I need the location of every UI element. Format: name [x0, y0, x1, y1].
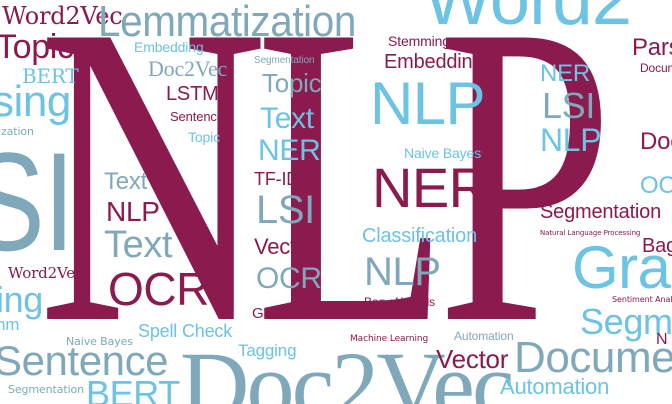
word-ner-2: NER — [540, 60, 590, 87]
word-document-large: Document — [514, 333, 672, 382]
word-sing-left: sing — [0, 77, 71, 126]
word-ner-large: NER — [372, 156, 489, 219]
word-grammar-1: Grammar — [252, 305, 315, 322]
word-naive-bayes-2: Naive Bayes — [404, 145, 482, 161]
word-word2vec-left: Word2Vec — [8, 264, 84, 282]
word-stemming: Stemming — [388, 33, 450, 49]
word-automation-2: Automation — [500, 374, 610, 399]
word-topic-2: Topic — [188, 129, 220, 145]
word-ization-left: ization — [0, 125, 34, 138]
word-tagging: Tagging — [238, 341, 297, 360]
word-bag-of-words: Bag of Words — [364, 295, 436, 309]
word-topic-3: Topic — [262, 68, 322, 98]
word-bert-bottom: BERT — [86, 373, 180, 404]
word-sentence-2: Sentence — [170, 109, 224, 124]
word-gra: Gra — [572, 234, 671, 301]
word-nlp-3: NLP — [364, 250, 441, 294]
word-classification: Classification — [362, 225, 478, 247]
word-bert-left: BERT — [22, 64, 79, 88]
word-nlp-large: NLP — [38, 0, 614, 404]
word-si-left: SI — [0, 123, 75, 280]
word-text-1: Text — [104, 168, 148, 195]
word-nlp-blue: NLP — [370, 70, 486, 137]
word-pars: Pars — [632, 34, 672, 61]
word-automation-1: Automation — [454, 329, 514, 343]
word-hm-left: hm — [0, 315, 20, 334]
word-ner-1: NER — [258, 134, 321, 167]
word-nlp-2: NLP — [106, 196, 160, 227]
word-vector-2: Vector — [436, 344, 509, 374]
word-segmentation-bottom: Segmentation — [8, 383, 84, 396]
word-lsi-1: LSI — [256, 188, 315, 232]
word-ing-left: ing — [0, 279, 43, 320]
word-doc2vec-1: Doc2Vec — [148, 56, 228, 81]
word-segmentation-3: Segmentation — [540, 201, 662, 223]
word-machine-learning: Machine Learning — [350, 334, 429, 344]
word-lstm: LSTM — [166, 83, 219, 105]
word-bag: Bag — [642, 235, 672, 257]
word-docum-small: Docum — [640, 61, 672, 75]
word-doc2vec-large: Doc2Vec — [180, 332, 515, 404]
word-nlp-small: Natural Language Processing — [540, 229, 641, 237]
word-lsi-2: LSI — [542, 85, 595, 126]
word-vector-1: Vector — [254, 234, 316, 259]
word-sentiment: Sentiment Analy — [612, 295, 672, 304]
word-naive-bayes-bottom: Naive Bayes — [66, 335, 133, 348]
word-topic-left: Topic — [0, 28, 74, 66]
word-word2vec-top: Word2Vec — [2, 2, 123, 30]
word-doc: Doc — [640, 128, 672, 155]
word-text-3: Text — [260, 102, 314, 135]
word-lemmatization: Lemmatization — [98, 0, 356, 46]
word-spell-check: Spell Check — [138, 321, 233, 341]
word-ocr-1: OCR — [108, 263, 209, 315]
word-nlp-4: NLP — [540, 122, 602, 158]
word-oc: OC — [640, 172, 672, 199]
word-ocr-2: OCR — [256, 262, 322, 295]
word-word2-large: Word2 — [424, 0, 632, 40]
word-sentence-bottom: Sentence — [0, 337, 169, 384]
word-tf-idf: TF-IDF — [254, 169, 310, 189]
word-segmentation-2: Segmentation — [254, 55, 315, 66]
word-embedding-2: Embedding — [384, 51, 484, 73]
word-text-large: Text — [104, 224, 173, 266]
word-segme: Segme — [580, 301, 672, 342]
word-embedding-1: Embedding — [134, 39, 204, 55]
word-n-right: N — [656, 331, 668, 348]
